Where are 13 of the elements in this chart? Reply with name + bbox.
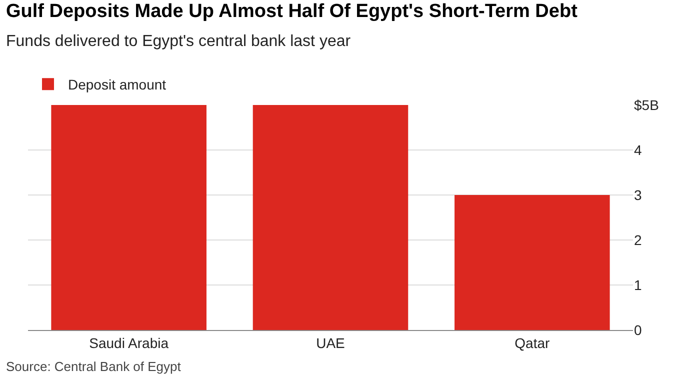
x-tick-label: Saudi Arabia [89,334,169,351]
chart-subtitle: Funds delivered to Egypt's central bank last year [6,33,352,50]
chart-title: Gulf Deposits Made Up Almost Half Of Egypt's Short-Term Debt [6,1,578,22]
y-tick-label: $5B [634,96,659,113]
y-tick-label: 2 [634,232,642,248]
source-note: Source: Central Bank of Egypt [6,359,182,374]
y-tick-label: 1 [634,276,642,293]
y-tick-label: 3 [634,186,642,203]
y-tick-label: 4 [634,142,642,158]
x-tick-label: Qatar [514,334,550,351]
legend-label: Deposit amount [68,76,166,93]
x-tick-label: UAE [316,334,345,351]
y-tick-label: 0 [634,322,642,338]
